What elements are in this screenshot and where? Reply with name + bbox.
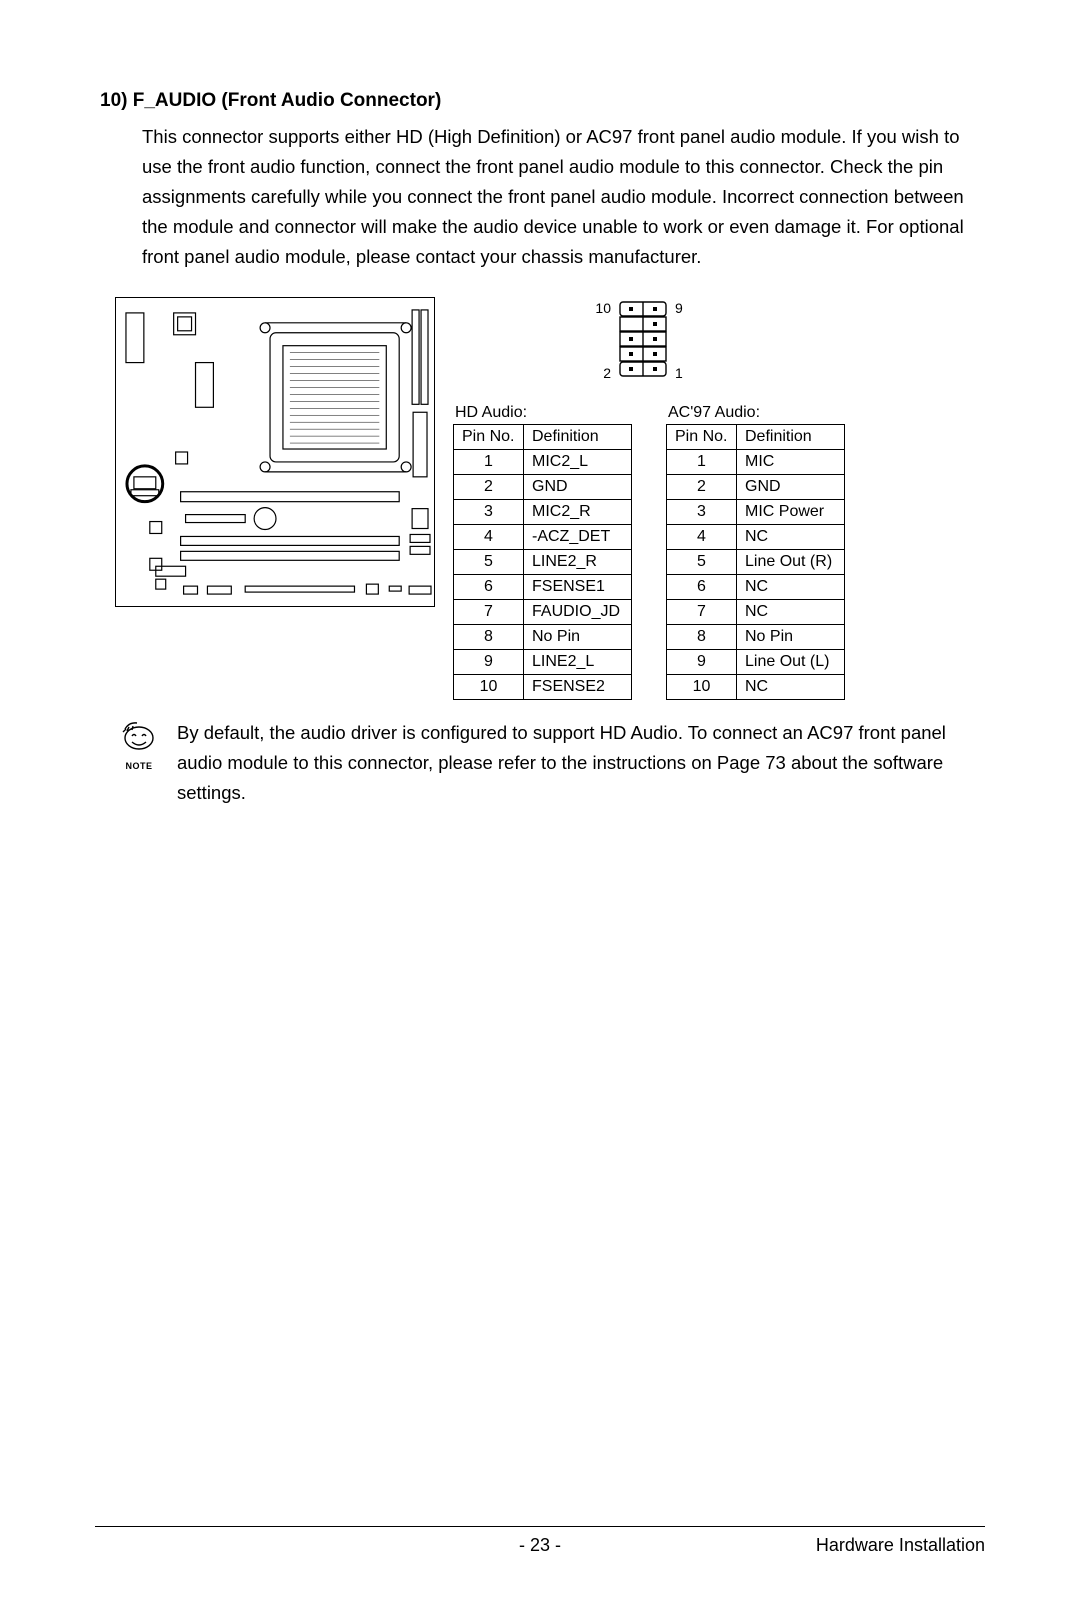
pin-label-2: 2 xyxy=(603,365,611,381)
pin-label-9: 9 xyxy=(675,300,683,316)
pin-label-10: 10 xyxy=(595,300,611,316)
table-row: 4NC xyxy=(667,524,845,549)
ac97-audio-title: AC'97 Audio: xyxy=(666,404,845,422)
table-row: 9Line Out (L) xyxy=(667,649,845,674)
page-number: - 23 - xyxy=(95,1535,985,1556)
note-row: NOTE By default, the audio driver is con… xyxy=(115,718,985,808)
hd-audio-title: HD Audio: xyxy=(453,404,632,422)
hd-audio-table: Pin No. Definition 1MIC2_L 2GND 3MIC2_R … xyxy=(453,424,632,700)
motherboard-diagram xyxy=(115,297,435,607)
note-label: NOTE xyxy=(115,761,163,771)
table-row: 8No Pin xyxy=(454,624,632,649)
col-def: Definition xyxy=(524,424,632,449)
table-row: 3MIC Power xyxy=(667,499,845,524)
note-icon: NOTE xyxy=(115,718,163,771)
table-row: 6NC xyxy=(667,574,845,599)
note-text: By default, the audio driver is configur… xyxy=(177,718,985,808)
pin-and-tables: 10 9 2 1 xyxy=(453,297,845,700)
motherboard-svg xyxy=(116,298,434,606)
hd-audio-block: HD Audio: Pin No. Definition 1MIC2_L 2GN… xyxy=(453,404,632,700)
section-body: This connector supports either HD (High … xyxy=(142,122,985,272)
ac97-audio-block: AC'97 Audio: Pin No. Definition 1MIC 2GN… xyxy=(666,404,845,700)
pin-header-diagram: 10 9 2 1 xyxy=(583,297,703,392)
table-row: 7NC xyxy=(667,599,845,624)
col-def: Definition xyxy=(737,424,845,449)
tables-row: HD Audio: Pin No. Definition 1MIC2_L 2GN… xyxy=(453,404,845,700)
table-row: 6FSENSE1 xyxy=(454,574,632,599)
table-row: 10FSENSE2 xyxy=(454,674,632,699)
table-row: 8No Pin xyxy=(667,624,845,649)
table-row: 5LINE2_R xyxy=(454,549,632,574)
table-row: 1MIC xyxy=(667,449,845,474)
pin-label-1: 1 xyxy=(675,365,683,381)
section-heading: 10) F_AUDIO (Front Audio Connector) xyxy=(100,90,985,112)
manual-page: 10) F_AUDIO (Front Audio Connector) This… xyxy=(0,0,1080,1604)
table-row: 3MIC2_R xyxy=(454,499,632,524)
table-row: 1MIC2_L xyxy=(454,449,632,474)
table-row: 2GND xyxy=(454,474,632,499)
ac97-audio-table: Pin No. Definition 1MIC 2GND 3MIC Power … xyxy=(666,424,845,700)
table-row: 10NC xyxy=(667,674,845,699)
col-pin: Pin No. xyxy=(454,424,524,449)
content-row: 10 9 2 1 xyxy=(115,297,985,700)
table-row: 9LINE2_L xyxy=(454,649,632,674)
page-footer: - 23 - Hardware Installation xyxy=(95,1526,985,1556)
table-row: 7FAUDIO_JD xyxy=(454,599,632,624)
col-pin: Pin No. xyxy=(667,424,737,449)
table-row: 2GND xyxy=(667,474,845,499)
table-row: 4-ACZ_DET xyxy=(454,524,632,549)
table-row: 5Line Out (R) xyxy=(667,549,845,574)
